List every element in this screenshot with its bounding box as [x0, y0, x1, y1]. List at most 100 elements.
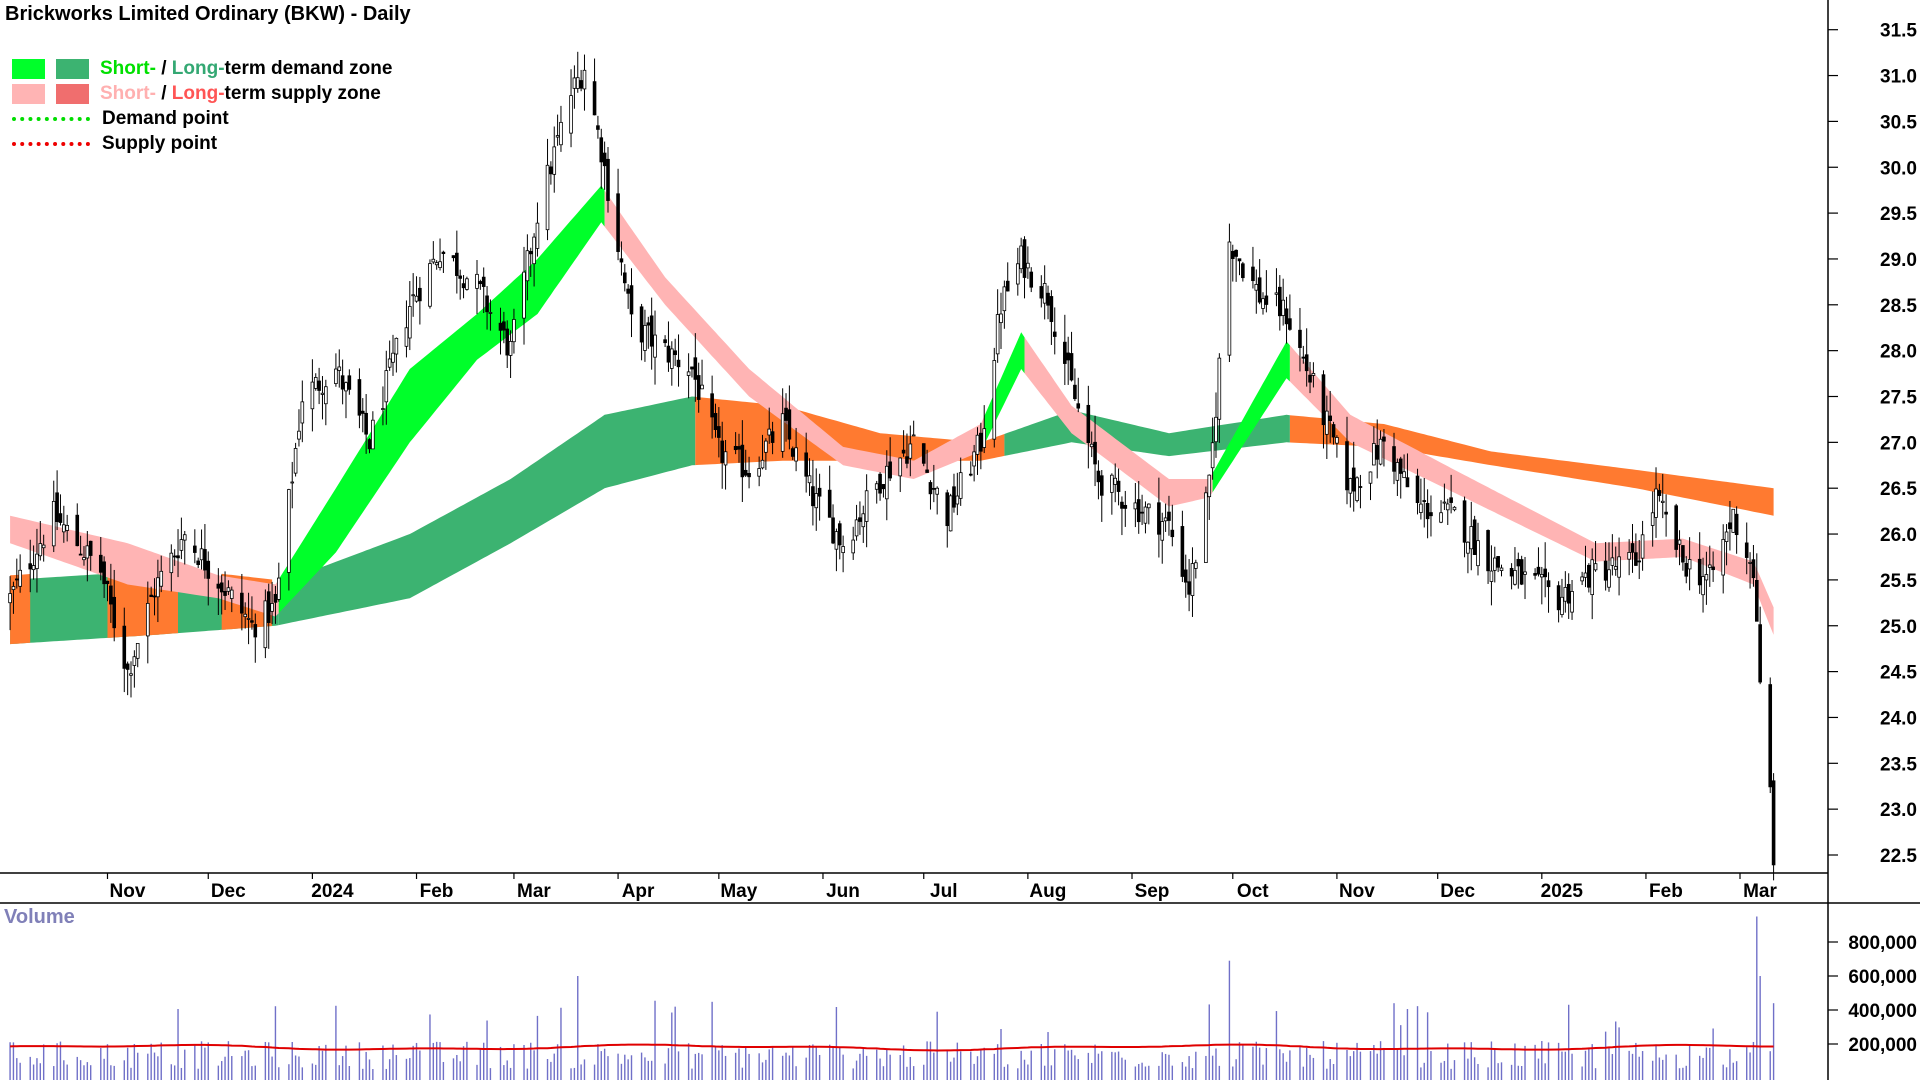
legend-short-text: Short- — [100, 58, 156, 79]
candle-body — [512, 319, 516, 343]
candle-body — [1496, 556, 1500, 568]
candle-body — [670, 348, 674, 369]
candle-body — [1180, 526, 1185, 577]
long-term-supply-overlay — [10, 574, 31, 645]
candle-body — [1251, 266, 1255, 282]
candle-body — [723, 451, 728, 466]
candle-body — [149, 594, 153, 598]
candle-body — [246, 618, 251, 620]
candle-body — [229, 589, 234, 599]
candle-body — [784, 407, 788, 421]
candle-body — [827, 489, 832, 518]
candle-body — [384, 370, 389, 403]
candle-body — [1355, 477, 1359, 501]
zone-bands — [10, 185, 1774, 645]
date-tick-label: 2024 — [311, 881, 354, 902]
candle-body — [441, 251, 446, 254]
candle-body — [999, 313, 1003, 324]
candle-body — [414, 295, 419, 302]
candle-body — [337, 366, 342, 371]
candle-body — [1375, 445, 1380, 460]
date-tick-label: Jul — [930, 881, 957, 902]
candle-body — [431, 258, 436, 263]
candle-body — [465, 278, 469, 290]
candle-body — [498, 322, 503, 331]
volume-tick-label: 400,000 — [1848, 1001, 1917, 1022]
candle-body — [1439, 512, 1443, 523]
legend-supply-point: Supply point — [12, 131, 392, 156]
candle-body — [1123, 504, 1128, 509]
candle-body — [1110, 474, 1114, 493]
candle-body — [1298, 329, 1302, 348]
short-demand-swatch — [12, 58, 45, 79]
candle-body — [1194, 562, 1198, 569]
candle-body — [1069, 353, 1074, 381]
candle-body — [569, 95, 573, 134]
candle-body — [196, 560, 200, 565]
candle-body — [75, 514, 80, 547]
candle-body — [1731, 508, 1736, 533]
candle-body — [1210, 442, 1215, 469]
candle-body — [82, 557, 86, 561]
candle-body — [696, 375, 701, 400]
candle-body — [1257, 277, 1262, 303]
candle-body — [1587, 564, 1591, 588]
candle-body — [1304, 354, 1309, 372]
candle-body — [804, 452, 808, 477]
candle-body — [1190, 563, 1195, 597]
long-demand-swatch — [56, 58, 89, 79]
candle-body — [932, 487, 936, 490]
candle-body — [1681, 545, 1685, 563]
candle-body — [1066, 352, 1070, 361]
candle-body — [408, 306, 412, 339]
candle-body — [555, 135, 560, 138]
candle-body — [1378, 438, 1383, 465]
candle-body — [1734, 513, 1739, 536]
candle-body — [811, 486, 815, 507]
legend-long-text: Long- — [171, 58, 225, 79]
price-tick-label: 22.5 — [1880, 846, 1917, 867]
candle-body — [344, 382, 348, 392]
candle-body — [1372, 443, 1376, 466]
candle-body — [1492, 557, 1497, 571]
candle-body — [1170, 529, 1175, 538]
price-tick-label: 29.0 — [1880, 250, 1917, 271]
candle-body — [1640, 534, 1645, 559]
candle-body — [1147, 503, 1151, 509]
candle-body — [622, 272, 627, 284]
candle-body — [1613, 566, 1618, 570]
candle-body — [179, 539, 184, 551]
candle-body — [182, 534, 187, 541]
candle-body — [764, 440, 768, 453]
candle-body — [1261, 298, 1265, 309]
date-tick-label: Mar — [517, 881, 551, 902]
candle-body — [1664, 511, 1668, 515]
supply-point-line — [12, 141, 90, 146]
candle-body — [945, 492, 950, 527]
candle-body — [1540, 574, 1544, 578]
candle-body — [1469, 526, 1474, 550]
candle-body — [277, 577, 281, 600]
candle-body — [1674, 505, 1678, 550]
candle-body — [955, 495, 960, 505]
candle-body — [1234, 249, 1238, 257]
candle-body — [1133, 502, 1138, 510]
candle-body — [545, 164, 550, 231]
candle-body — [364, 412, 368, 435]
date-tick-label: Dec — [211, 881, 246, 902]
candle-body — [1462, 500, 1467, 543]
candle-body — [1744, 542, 1749, 558]
price-tick-label: 31.5 — [1880, 21, 1917, 42]
candle-body — [340, 375, 345, 390]
candle-body — [152, 595, 157, 598]
price-tick-label: 24.0 — [1880, 708, 1917, 729]
candle-body — [1429, 512, 1433, 517]
price-tick-label: 30.0 — [1880, 158, 1917, 179]
candle-body — [461, 283, 466, 289]
candle-body — [807, 475, 812, 484]
candle-body — [1509, 567, 1514, 577]
candle-body — [18, 569, 22, 587]
candle-body — [1160, 521, 1165, 541]
candle-body — [1489, 570, 1494, 582]
candle-body — [270, 603, 274, 612]
